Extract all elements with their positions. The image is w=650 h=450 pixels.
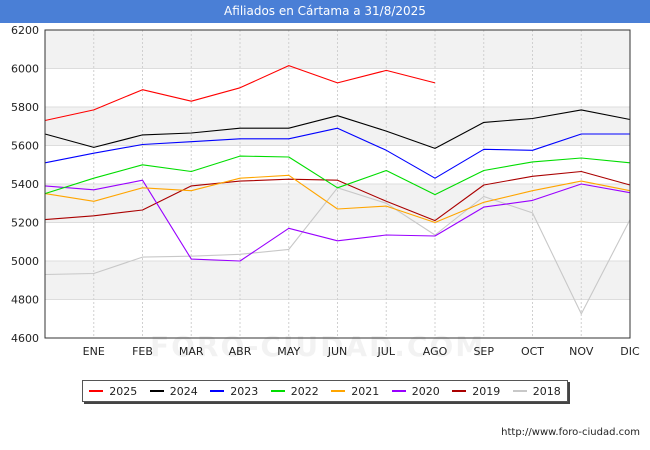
- y-tick-label: 6000: [11, 63, 39, 76]
- legend-swatch: [210, 390, 225, 392]
- watermark: FORO-CIUDAD.COM: [150, 330, 486, 363]
- legend-item-2023: 2023: [210, 385, 258, 398]
- legend-item-2021: 2021: [331, 385, 379, 398]
- y-tick-label: 4800: [11, 294, 39, 307]
- y-tick-label: 5800: [11, 101, 39, 114]
- x-axis-ticks: ENE FEB MAR ABR MAY JUN JUL AGO SEP OCT NOV DIC: [83, 345, 640, 358]
- legend-label: 2025: [109, 384, 138, 398]
- x-tick-label: MAR: [179, 345, 204, 358]
- legend-swatch: [270, 390, 285, 392]
- legend-swatch: [89, 390, 104, 392]
- y-tick-label: 5200: [11, 217, 39, 230]
- y-tick-label: 5400: [11, 178, 39, 191]
- series-lines: [44, 65, 631, 315]
- x-tick-label: AGO: [423, 345, 448, 358]
- legend-swatch: [452, 390, 467, 392]
- legend-label: 2020: [411, 384, 440, 398]
- legend-label: 2021: [351, 384, 380, 398]
- legend-item-2018: 2018: [512, 384, 561, 398]
- legend-label: 2023: [230, 384, 259, 398]
- x-tick-label: ENE: [83, 345, 105, 358]
- legend-swatch: [512, 390, 527, 392]
- series-line-2019: [44, 170, 631, 222]
- legend-label: 2019: [472, 384, 501, 398]
- series-line-2024: [44, 109, 631, 149]
- legend-label: 2022: [290, 384, 319, 398]
- line-chart: 4600 4800 5000 5200 5400 5600 5800 6000 6200 ENE…: [11, 24, 640, 358]
- legend-swatch: [149, 390, 164, 392]
- series-line-2022: [44, 155, 631, 196]
- source-url: http://www.foro-ciudad.com: [501, 427, 640, 438]
- x-tick-label: FEB: [132, 345, 153, 358]
- legend-item-2022: 2022: [270, 384, 319, 398]
- series-line-2025: [44, 65, 436, 122]
- legend-label: 2024: [169, 384, 198, 398]
- x-tick-label: JUL: [377, 345, 396, 358]
- x-tick-label: MAY: [277, 345, 300, 358]
- x-tick-label: DIC: [620, 345, 640, 358]
- legend-item-2025: 2025: [89, 385, 137, 398]
- y-tick-label: 5000: [11, 255, 39, 268]
- legend-item-2020: 2020: [391, 384, 440, 398]
- y-tick-label: 6200: [11, 24, 39, 37]
- x-tick-label: NOV: [569, 345, 594, 358]
- chart-title: Afiliados en Cártama a 31/8/2025: [0, 0, 650, 23]
- series-line-2021: [44, 174, 631, 224]
- x-tick-label: JUN: [327, 345, 348, 358]
- legend-label: 2018: [532, 384, 561, 398]
- series-line-2023: [44, 127, 630, 179]
- y-tick-label: 4600: [11, 332, 39, 345]
- legend-swatch: [391, 390, 406, 392]
- y-axis-ticks: 4600 4800 5000 5200 5400 5600 5800 6000 6200: [11, 24, 39, 345]
- series-line-2020: [44, 179, 631, 262]
- x-tick-label: SEP: [473, 345, 494, 358]
- plot-frame: [44, 29, 631, 339]
- legend: 2025 2024 2023 2022 2021 2020 2019 2018: [82, 380, 568, 402]
- legend-item-2024: 2024: [149, 384, 198, 398]
- legend-swatch: [331, 390, 346, 392]
- x-tick-label: ABR: [229, 345, 252, 358]
- y-tick-label: 5600: [11, 140, 39, 153]
- legend-item-2019: 2019: [452, 385, 500, 398]
- x-tick-label: OCT: [521, 345, 544, 358]
